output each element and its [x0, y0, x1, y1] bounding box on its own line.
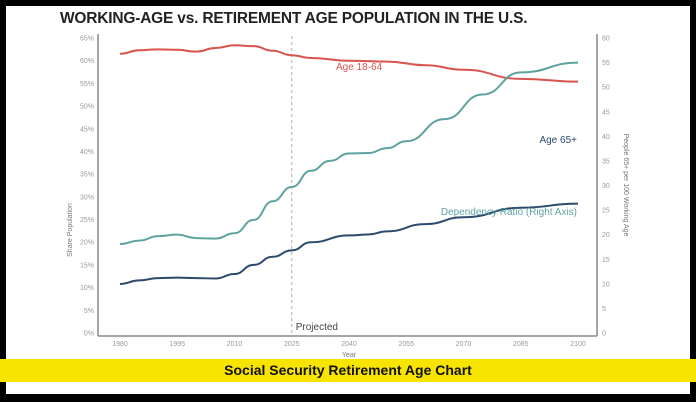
y-tick-label: 25% [80, 217, 94, 224]
series-label: Age 18-64 [336, 62, 383, 73]
x-axis-label: Year [342, 352, 357, 359]
y-tick-label: 65% [80, 36, 94, 43]
series-label: Dependency Ratio (Right Axis) [441, 207, 577, 218]
y-tick-label: 20% [80, 240, 94, 247]
y-tick-label: 35% [80, 172, 94, 179]
x-tick-label: 1980 [112, 341, 128, 348]
x-tick-label: 1995 [169, 341, 185, 348]
x-tick-label: 2085 [513, 341, 529, 348]
y-right-tick-label: 60 [602, 36, 610, 43]
projected-label: Projected [296, 322, 338, 333]
x-tick-label: 2040 [341, 341, 357, 348]
y-right-tick-label: 50 [602, 85, 610, 92]
y-tick-label: 10% [80, 285, 94, 292]
y-tick-label: 45% [80, 126, 94, 133]
y-right-tick-label: 45 [602, 109, 610, 116]
y-tick-label: 60% [80, 58, 94, 65]
y-right-tick-label: 40 [602, 134, 610, 141]
y-tick-label: 55% [80, 81, 94, 88]
y-axis-label: Share Population [67, 203, 74, 257]
y-right-tick-label: 55 [602, 60, 610, 67]
y-tick-label: 30% [80, 194, 94, 201]
series-line-2 [119, 61, 579, 246]
y-right-axis-label: People 65+ per 100 Working Age [622, 134, 629, 237]
y-right-tick-label: 5 [602, 306, 606, 313]
y-right-tick-label: 15 [602, 257, 610, 264]
chart-panel [6, 6, 690, 394]
series-line-1 [119, 202, 579, 285]
chart-title: WORKING-AGE vs. RETIREMENT AGE POPULATIO… [60, 10, 528, 27]
y-tick-label: 5% [84, 308, 94, 315]
y-tick-label: 40% [80, 149, 94, 156]
series-line-0 [119, 44, 579, 83]
series-label: Age 65+ [539, 135, 577, 146]
y-right-tick-label: 25 [602, 208, 610, 215]
x-tick-label: 2055 [398, 341, 414, 348]
y-right-tick-label: 30 [602, 183, 610, 190]
y-right-tick-label: 0 [602, 331, 606, 338]
x-tick-label: 2070 [456, 341, 472, 348]
caption-banner: Social Security Retirement Age Chart [0, 359, 696, 382]
y-tick-label: 50% [80, 104, 94, 111]
x-tick-label: 2100 [570, 341, 586, 348]
y-tick-label: 15% [80, 262, 94, 269]
y-right-tick-label: 10 [602, 281, 610, 288]
y-right-tick-label: 35 [602, 158, 610, 165]
y-right-tick-label: 20 [602, 232, 610, 239]
x-tick-label: 2010 [227, 341, 243, 348]
x-tick-label: 2025 [284, 341, 300, 348]
y-tick-label: 0% [84, 331, 94, 338]
